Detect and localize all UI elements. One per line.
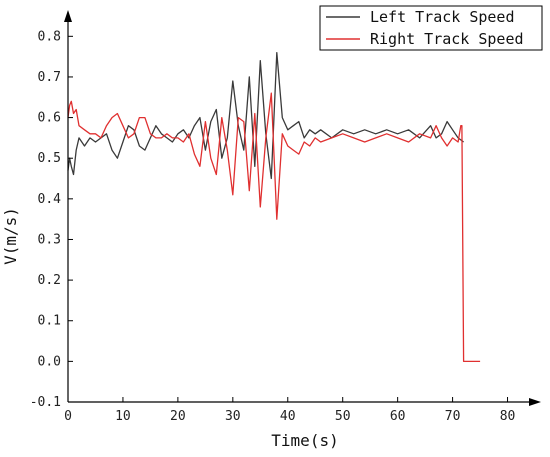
y-tick-label: 0.6 <box>38 111 61 126</box>
legend: Left Track Speed Right Track Speed <box>319 5 543 51</box>
y-tick-label: 0.1 <box>38 314 61 329</box>
x-tick-label: 30 <box>225 409 241 424</box>
legend-box <box>319 5 543 51</box>
x-axis-title: Time(s) <box>271 431 338 450</box>
y-tick-label: 0.2 <box>38 273 61 288</box>
series-line-right-track-speed <box>67 92 481 363</box>
x-tick-label: 10 <box>115 409 131 424</box>
x-tick-label: 70 <box>445 409 461 424</box>
y-tick-label: 0.3 <box>38 232 61 247</box>
x-tick-label: 0 <box>64 409 72 424</box>
x-tick-label: 60 <box>390 409 406 424</box>
legend-label-right: Right Track Speed <box>370 30 524 48</box>
y-axis-title: V(m/s) <box>1 207 20 265</box>
x-tick-label: 40 <box>280 409 296 424</box>
y-tick-label: -0.1 <box>30 395 61 410</box>
y-tick-label: 0.4 <box>38 192 62 207</box>
y-tick-label: 0.8 <box>38 29 61 44</box>
x-ticks: 0 10 20 30 40 50 60 70 80 <box>64 397 515 424</box>
x-tick-label: 20 <box>170 409 186 424</box>
series-line-left-track-speed <box>67 51 464 180</box>
x-tick-label: 50 <box>335 409 351 424</box>
x-axis-arrow <box>529 398 541 406</box>
legend-label-left: Left Track Speed <box>370 8 515 26</box>
x-tick-label: 80 <box>500 409 516 424</box>
y-axis-arrow <box>64 10 72 22</box>
y-ticks: -0.1 0.0 0.1 0.2 0.3 0.4 0.5 0.6 0.7 0.8 <box>30 29 73 410</box>
y-tick-label: 0.0 <box>38 354 61 369</box>
y-tick-label: 0.5 <box>38 151 61 166</box>
series-layer <box>67 51 481 363</box>
plot-area-background <box>68 16 535 402</box>
y-tick-label: 0.7 <box>38 70 61 85</box>
